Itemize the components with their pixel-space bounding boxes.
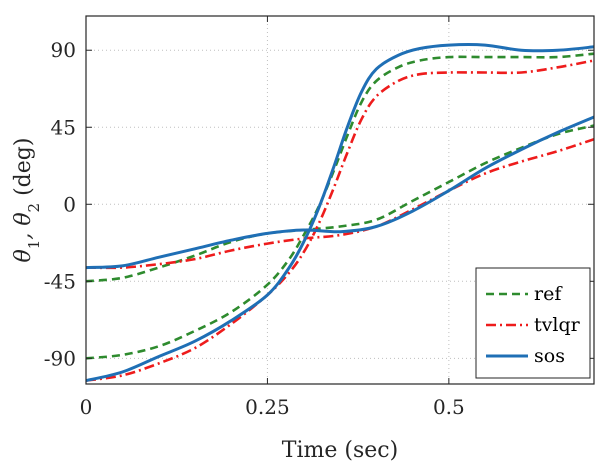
x-tick-label: 0 (80, 395, 93, 419)
legend-box (475, 267, 591, 379)
series-line-ref-1 (86, 124, 594, 283)
legend-label-ref: ref (534, 283, 563, 305)
y-tick-label: -90 (44, 346, 76, 370)
y-axis-label-part: θ (11, 249, 36, 262)
series-line-sos-2 (86, 43, 594, 383)
plot-frame (85, 15, 595, 385)
series-line-tvlqr-2 (86, 59, 594, 382)
y-tick-label: 90 (51, 38, 76, 62)
series-line-sos-1 (86, 115, 594, 270)
ticks: 0 0.25 0.5 -90 -45 0 45 90 (44, 16, 594, 419)
x-tick-label: 0.5 (433, 395, 465, 419)
legend: ref tvlqr sos (475, 267, 591, 379)
series-line-tvlqr-1 (86, 137, 594, 270)
y-tick-label: 0 (63, 192, 76, 216)
legend-label-tvlqr: tvlqr (534, 314, 581, 336)
x-axis-label: Time (sec) (282, 438, 398, 463)
y-axis-label-part: 2 (25, 203, 43, 213)
y-tick-label: 45 (51, 115, 76, 139)
legend-label-sos: sos (534, 345, 565, 367)
y-tick-label: -45 (44, 269, 76, 293)
x-tick-label: 0.25 (245, 395, 290, 419)
y-axis-label-part: , θ (11, 212, 36, 239)
y-axis-label: θ1, θ2 (deg) (11, 138, 43, 263)
y-axis-label-part: 1 (25, 240, 43, 250)
y-axis-label-part: (deg) (11, 138, 36, 203)
series-layer (86, 43, 594, 383)
